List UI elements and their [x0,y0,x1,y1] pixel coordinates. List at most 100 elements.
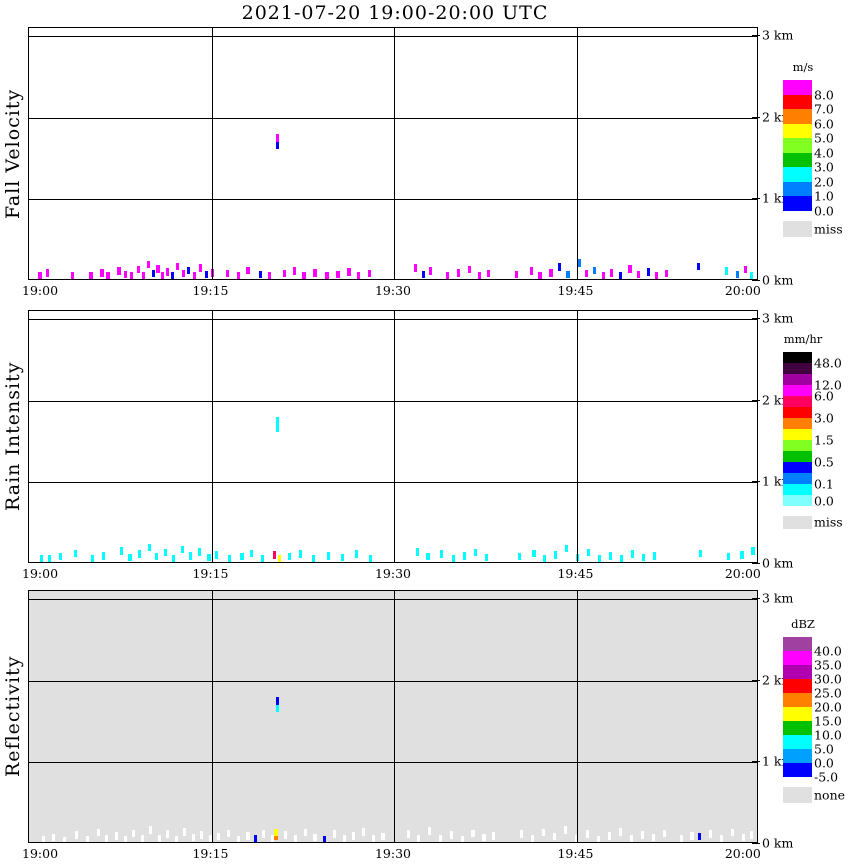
data-cell [421,270,425,279]
data-cell [484,553,489,562]
panel-ylabel-0: Fall Velocity [2,88,24,219]
colorbar-tick-label: 0.5 [814,454,834,469]
gridline-vertical [211,311,213,562]
data-cell [426,552,430,561]
data-cell [585,830,590,838]
data-cell [735,270,739,279]
data-cell [662,829,666,838]
colorbar-band [783,196,812,212]
plot-background [29,28,757,279]
data-cell [151,269,155,278]
y-tick-label: 3 km [762,310,794,326]
colorbar-band [783,450,812,463]
colorbar-band [783,636,812,652]
colorbar-tick-label: 40.0 [814,643,842,658]
colorbar-tick-label: 0.0 [814,203,834,219]
data-cell [132,829,136,838]
data-cell [166,268,170,276]
data-cell [156,265,160,273]
x-tick-label: 19:30 [374,566,412,581]
data-cell [557,263,562,271]
plot-frame [28,27,758,280]
data-cell [482,833,486,842]
data-cell [62,836,66,842]
data-cell [253,835,257,842]
colorbar-units-label: m/s [792,60,814,75]
data-cell [664,269,669,278]
colorbar-gradient [783,80,812,212]
data-cell [354,550,358,558]
colorbar-band [783,439,812,452]
colorbar-tick-label: 0.1 [814,476,834,491]
data-cell [576,553,580,562]
colorbar-tick-label: -5.0 [814,769,839,784]
colorbar-band [783,692,812,708]
data-cell [282,269,287,278]
data-cell [473,548,478,557]
colorbar-band [783,406,812,419]
colorbar-band [783,483,812,496]
data-cell [460,836,464,842]
data-cell [236,836,240,842]
data-cell [163,548,167,557]
colorbar-gradient [783,351,812,507]
data-cell [699,549,703,558]
data-cell [471,829,475,838]
colorbar-tick-label: 1.0 [814,188,834,204]
x-tick-label: 19:45 [557,566,594,581]
data-cell [517,552,521,561]
data-cell [90,554,94,562]
data-cell [520,830,524,838]
data-cell [532,549,536,558]
colorbar-tick-label: 2.0 [814,174,834,190]
gridline-horizontal [29,680,757,682]
data-cell [39,554,43,562]
data-cell [325,272,329,279]
data-cell [186,266,190,275]
data-cell [292,267,296,275]
x-tick-label: 19:00 [22,566,59,581]
y-tick-mark [752,843,760,844]
colorbar-band [783,664,812,680]
panel-ylabel-2: Reflectivity [2,655,24,778]
gridline-vertical [394,28,395,279]
data-cell [262,830,266,838]
colorbar-tick-label: 35.0 [814,657,842,672]
data-cell [553,832,557,841]
data-cell [697,832,701,841]
gridline-horizontal [29,117,757,119]
data-cell [744,265,748,274]
gridline-horizontal [29,319,757,321]
colorbar-missing-swatch [783,515,812,529]
data-cell [48,555,52,562]
data-cell [192,271,197,279]
data-cell [275,141,279,150]
y-tick-label: 3 km [762,590,794,606]
data-cell [183,828,187,836]
data-cell [197,548,201,556]
data-cell [211,269,215,277]
data-cell [141,271,145,279]
data-cell [59,552,63,561]
data-cell [45,269,49,277]
data-cell [593,266,597,275]
x-tick-label: 19:45 [557,846,594,861]
colorbar-tick-label: 6.0 [814,388,834,403]
data-cell [740,551,744,559]
data-cell [128,553,132,562]
data-cell [492,832,496,840]
data-cell [596,836,600,842]
panel-ylabel-1: Rain Intensity [2,361,24,512]
data-cell [577,259,581,267]
colorbar-band [783,181,812,197]
data-cell [574,834,579,842]
colorbar-gradient [783,636,812,778]
colorbar-units-label: dBZ [791,616,815,631]
colorbar-tick-label: 48.0 [814,355,842,370]
data-cell [587,548,591,557]
data-cell [172,554,176,562]
colorbar-band [783,472,812,485]
data-cell [696,262,700,271]
data-cell [287,552,291,561]
colorbar-tick-label: 12.0 [814,377,842,392]
